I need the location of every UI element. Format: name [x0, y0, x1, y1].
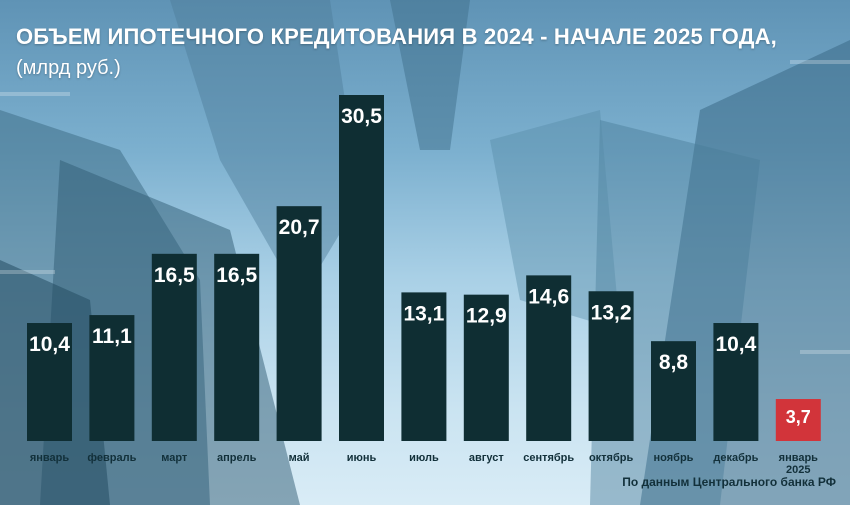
chart-title: ОБЪЕМ ИПОТЕЧНОГО КРЕДИТОВАНИЯ В 2024 - Н… [16, 24, 777, 49]
tick-label-4: май [289, 452, 310, 464]
data-label-12: 3,7 [786, 407, 811, 427]
tick-label-11: декабрь [713, 452, 758, 464]
data-label-5: 30,5 [341, 105, 382, 128]
bar-7 [463, 294, 509, 441]
bar-5 [339, 95, 384, 441]
bar-2 [151, 253, 197, 441]
bar-4 [276, 206, 322, 441]
bar-6 [401, 292, 447, 441]
data-label-3: 16,5 [216, 264, 257, 287]
data-label-11: 10,4 [715, 333, 756, 356]
data-label-10: 8,8 [659, 351, 689, 374]
data-label-4: 20,7 [279, 216, 320, 239]
data-label-0: 10,4 [29, 333, 70, 356]
data-label-6: 13,1 [403, 302, 444, 325]
chart-subtitle: (млрд руб.) [16, 57, 121, 79]
tick-label-8: сентябрь [523, 452, 574, 464]
bar-9 [588, 291, 634, 441]
data-label-7: 12,9 [466, 305, 507, 328]
tick-label-12-0: январь [779, 452, 819, 464]
bar-1 [89, 315, 135, 441]
bar-10 [651, 341, 696, 441]
data-label-9: 13,2 [591, 301, 632, 324]
tick-label-5: июнь [347, 452, 377, 464]
data-label-8: 14,6 [528, 285, 569, 308]
bar-0 [27, 323, 72, 441]
tick-label-9: октябрь [589, 452, 634, 464]
tick-label-1: февраль [87, 452, 136, 464]
tick-label-10: ноябрь [654, 452, 694, 464]
source-note: По данным Центрального банка РФ [622, 475, 836, 489]
bar-3 [214, 253, 260, 441]
data-label-2: 16,5 [154, 264, 195, 287]
bar-8 [526, 275, 572, 441]
tick-label-7: август [469, 452, 504, 464]
bar-12 [775, 399, 821, 441]
bar-11 [713, 323, 759, 441]
tick-label-12-1: 2025 [786, 464, 810, 476]
tick-label-0: январь [30, 452, 70, 464]
tick-label-2: март [161, 452, 188, 464]
tick-label-3: апрель [217, 452, 257, 464]
tick-label-6: июль [409, 452, 439, 464]
data-label-1: 11,1 [92, 325, 132, 348]
